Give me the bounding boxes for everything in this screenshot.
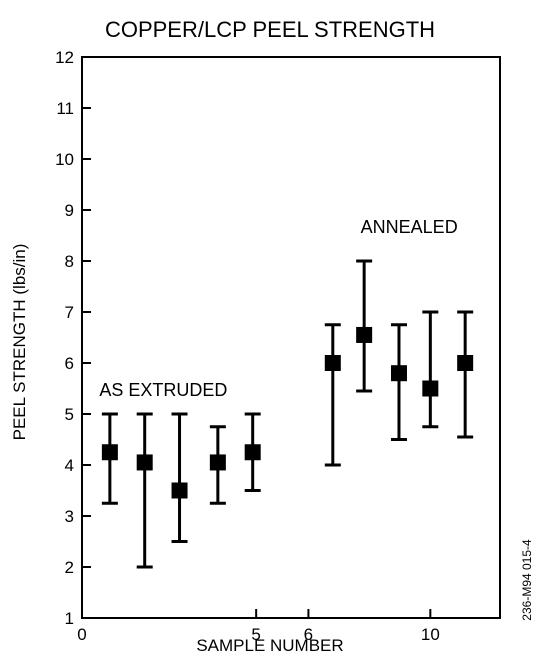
y-tick-label: 10 xyxy=(55,150,74,169)
y-tick-label: 11 xyxy=(56,99,74,118)
y-tick-label: 5 xyxy=(65,405,74,424)
y-tick-label: 4 xyxy=(65,456,74,475)
annotations: AS EXTRUDED ANNEALED xyxy=(99,217,457,400)
data-point-square xyxy=(101,444,118,461)
y-tick-label: 9 xyxy=(65,201,74,220)
data-point-square xyxy=(244,444,261,461)
data-point-square xyxy=(457,355,474,371)
x-axis-label: SAMPLE NUMBER xyxy=(196,636,343,655)
y-tick-label: 12 xyxy=(55,48,74,67)
annotation-label: AS EXTRUDED xyxy=(99,380,227,400)
data-point-square xyxy=(390,365,407,382)
y-tick-label: 6 xyxy=(65,354,74,373)
x-axis: 0 5 6 10 xyxy=(77,609,440,644)
data-points xyxy=(101,259,474,569)
y-tick-label: 1 xyxy=(65,609,74,628)
x-tick-label: 5 xyxy=(251,625,260,644)
data-point-square xyxy=(356,326,373,343)
x-tick-label: 10 xyxy=(421,625,440,644)
annotation-label: ANNEALED xyxy=(361,217,458,237)
y-tick-label: 8 xyxy=(65,252,74,271)
y-tick-label: 3 xyxy=(65,507,74,526)
data-point-square xyxy=(422,380,439,397)
y-axis-label: PEEL STRENGTH (lbs/in) xyxy=(10,244,29,441)
data-point-square xyxy=(171,482,188,499)
y-tick-label: 7 xyxy=(65,303,74,322)
data-point-square xyxy=(324,355,341,371)
data-point-square xyxy=(136,454,153,471)
x-tick-label: 6 xyxy=(304,625,313,644)
plot-frame xyxy=(81,56,501,619)
chart-title: COPPER/LCP PEEL STRENGTH xyxy=(105,17,435,42)
y-tick-label: 2 xyxy=(65,558,74,577)
x-tick-label: 0 xyxy=(77,625,86,644)
figure-code: 236-M94 015-4 xyxy=(520,539,534,621)
data-point-square xyxy=(209,454,226,471)
